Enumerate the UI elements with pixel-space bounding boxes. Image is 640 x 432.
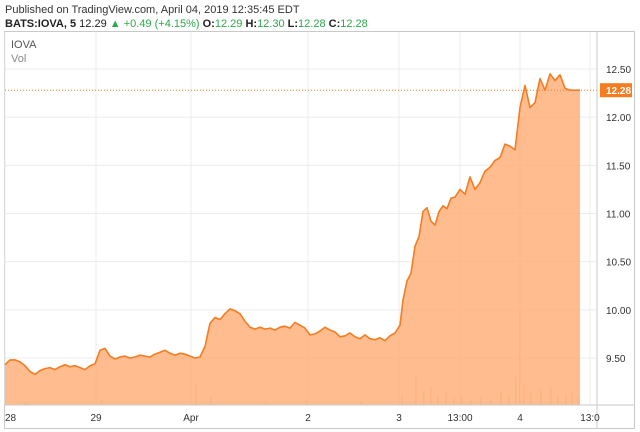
last-price-tag [600, 83, 632, 98]
price-line [4, 73, 580, 376]
high-label: H: [245, 18, 258, 30]
x-tick-label: 29 [90, 413, 102, 424]
published-line: Published on TradingView.com, April 04, … [5, 4, 300, 16]
last-price-tag-label: 12.28 [606, 86, 631, 97]
x-tick-label: 28 [5, 413, 17, 424]
symbol-interval: BATS:IOVA, 5 [5, 18, 77, 30]
open-label: O: [202, 18, 215, 30]
y-tick-label: 9.50 [606, 354, 626, 365]
legend-symbol: IOVA [11, 39, 37, 51]
open-value: 12.29 [214, 18, 243, 30]
y-tick-label: 12.00 [606, 113, 631, 124]
y-tick-label: 11.50 [606, 161, 631, 172]
price-area [5, 73, 580, 406]
legend-volume: Vol [11, 53, 27, 65]
low-value: 12.28 [298, 18, 326, 30]
y-tick-label: 12.50 [606, 65, 631, 76]
price-change: +0.49 (+4.15%) [123, 18, 200, 30]
close-label: C: [328, 18, 341, 30]
close-value: 12.28 [340, 18, 368, 30]
x-tick-label: 2 [305, 413, 311, 424]
x-tick-label: 13:0 [580, 413, 600, 424]
y-tick-label: 10.50 [606, 258, 631, 269]
x-tick-label: Apr [183, 413, 199, 424]
x-tick-label: 4 [517, 413, 523, 424]
quote-line: BATS:IOVA, 5 12.29 ▲ +0.49 (+4.15%) O:12… [5, 18, 368, 30]
last-price: 12.29 [79, 18, 107, 30]
y-tick-label: 10.00 [606, 306, 631, 317]
high-value: 12.30 [257, 18, 285, 30]
y-tick-label: 11.00 [606, 210, 631, 221]
up-arrow-icon: ▲ [109, 18, 121, 30]
low-label: L: [287, 18, 299, 30]
x-tick-label: 13:00 [447, 413, 472, 424]
x-tick-label: 3 [396, 413, 402, 424]
